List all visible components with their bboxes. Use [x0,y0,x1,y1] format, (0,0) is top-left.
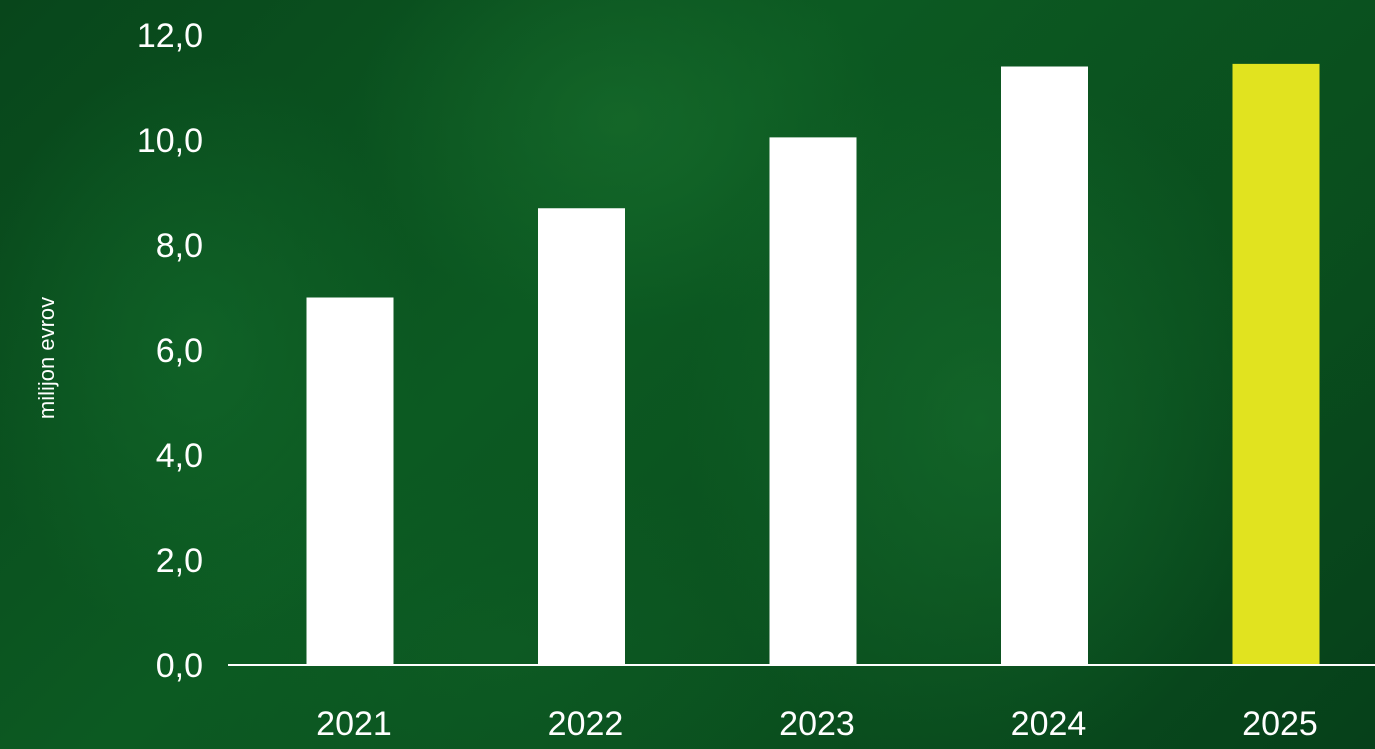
bar-2024 [1001,66,1088,665]
bar-2023 [769,137,857,665]
x-tick-label: 2022 [548,705,624,743]
x-tick-label: 2025 [1242,705,1318,743]
y-tick-label: 10,0 [137,122,203,160]
bar-2021 [306,297,394,665]
x-tick-label: 2023 [779,705,855,743]
y-tick-label: 0,0 [156,647,203,685]
y-axis-label: milijon evrov [34,297,59,419]
y-tick-label: 8,0 [156,227,203,265]
x-tick-label: 2021 [316,705,392,743]
y-tick-label: 6,0 [156,332,203,370]
y-tick-label: 2,0 [156,542,203,580]
y-tick-label: 12,0 [137,17,203,55]
y-tick-label: 4,0 [156,437,203,475]
bar-2022 [538,208,625,665]
bars [306,63,1320,665]
bar-2025 [1232,63,1320,665]
y-axis-ticks: 0,0 2,0 4,0 6,0 8,0 10,0 12,0 [137,17,203,685]
x-tick-label: 2024 [1011,705,1087,743]
x-axis-labels: 2021 2022 2023 2024 2025 [316,705,1318,743]
